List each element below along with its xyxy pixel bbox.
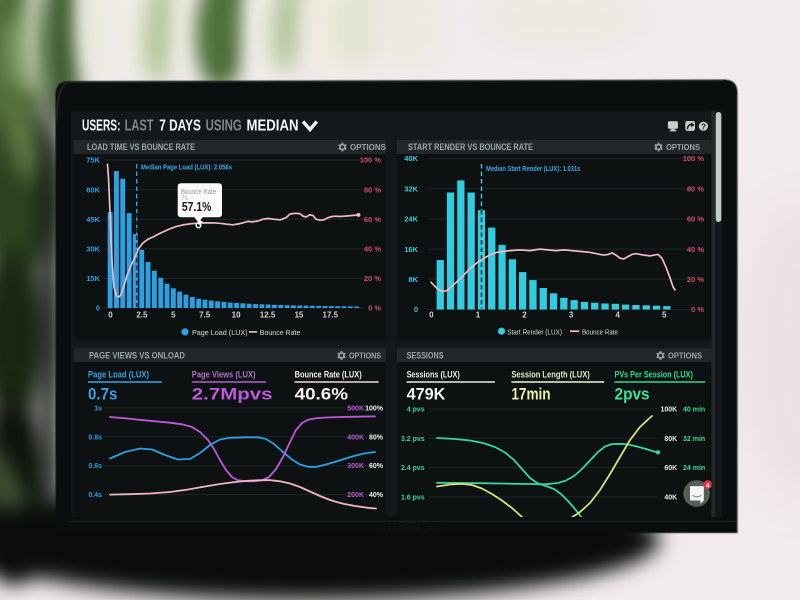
svg-text:Bounce Rate: Bounce Rate <box>260 328 301 337</box>
svg-text:57.1%: 57.1% <box>182 200 212 214</box>
svg-text:Page Load (LUX): Page Load (LUX) <box>192 328 248 337</box>
svg-text:100 %: 100 % <box>360 156 382 165</box>
svg-text:Bounce Rate: Bounce Rate <box>181 189 216 196</box>
svg-text:300K: 300K <box>347 463 364 470</box>
svg-text:Sessions (LUX): Sessions (LUX) <box>407 369 460 379</box>
svg-text:PVs Per Session (LUX): PVs Per Session (LUX) <box>615 369 693 379</box>
svg-text:100 %: 100 % <box>683 154 705 163</box>
svg-text:20 %: 20 % <box>687 275 704 284</box>
svg-text:7s: 7s <box>181 195 189 202</box>
svg-text:MEDIAN: MEDIAN <box>247 117 299 134</box>
svg-text:1: 1 <box>476 311 481 320</box>
svg-text:40 min: 40 min <box>683 407 705 414</box>
svg-text:500K: 500K <box>347 405 364 412</box>
svg-text:45K: 45K <box>86 215 100 224</box>
svg-text:4: 4 <box>615 311 620 320</box>
svg-text:2pvs: 2pvs <box>615 384 650 403</box>
svg-text:60K: 60K <box>86 185 100 194</box>
svg-text:4 pvs: 4 pvs <box>407 407 425 414</box>
svg-text:40K: 40K <box>404 154 418 163</box>
svg-text:3: 3 <box>569 311 574 320</box>
svg-text:5: 5 <box>171 311 176 320</box>
svg-text:20 %: 20 % <box>364 274 381 283</box>
svg-text:OPTIONS: OPTIONS <box>668 352 703 361</box>
svg-text:0: 0 <box>414 305 418 314</box>
svg-text:32 min: 32 min <box>683 436 705 443</box>
svg-text:60 %: 60 % <box>364 215 381 224</box>
svg-text:12.5: 12.5 <box>260 311 276 320</box>
svg-text:MacBook Air: MacBook Air <box>379 524 442 534</box>
svg-text:0: 0 <box>108 311 113 320</box>
svg-text:2.5: 2.5 <box>136 311 148 320</box>
svg-text:0.4s: 0.4s <box>88 492 102 499</box>
svg-text:Median Start Render (LUX): 1.0: Median Start Render (LUX): 1.031s <box>486 166 580 173</box>
svg-text:0.8s: 0.8s <box>88 434 102 441</box>
svg-text:USERS:: USERS: <box>82 117 121 134</box>
svg-text:Median Page Load (LUX): 2.056s: Median Page Load (LUX): 2.056s <box>141 165 232 172</box>
svg-text:2.4 pvs: 2.4 pvs <box>401 465 425 472</box>
svg-text:17min: 17min <box>511 384 550 403</box>
svg-text:80 %: 80 % <box>687 184 704 193</box>
svg-text:LOAD TIME VS BOUNCE RATE: LOAD TIME VS BOUNCE RATE <box>87 142 195 152</box>
svg-text:80 %: 80 % <box>364 185 381 194</box>
svg-text:LAST: LAST <box>125 117 154 134</box>
svg-text:40.6%: 40.6% <box>295 384 348 403</box>
svg-text:2.7Mpvs: 2.7Mpvs <box>192 384 273 403</box>
svg-text:7.5: 7.5 <box>199 311 211 320</box>
svg-text:400K: 400K <box>347 434 364 441</box>
svg-text:OPTIONS: OPTIONS <box>349 352 382 361</box>
svg-text:75K: 75K <box>86 156 100 165</box>
svg-text:0: 0 <box>96 304 100 313</box>
svg-text:START RENDER VS BOUNCE RATE: START RENDER VS BOUNCE RATE <box>408 142 533 152</box>
svg-text:15K: 15K <box>86 274 100 283</box>
svg-text:?: ? <box>701 123 706 132</box>
svg-text:OPTIONS: OPTIONS <box>666 143 701 152</box>
svg-text:7 DAYS: 7 DAYS <box>159 117 201 134</box>
svg-text:2: 2 <box>522 311 527 320</box>
svg-text:0 %: 0 % <box>368 304 381 313</box>
svg-text:0: 0 <box>429 311 434 320</box>
svg-text:40K: 40K <box>664 494 677 501</box>
svg-text:1.6 pvs: 1.6 pvs <box>401 494 425 501</box>
svg-text:30K: 30K <box>86 245 100 254</box>
svg-text:OPTIONS: OPTIONS <box>350 143 387 152</box>
svg-text:Session Length (LUX): Session Length (LUX) <box>511 369 589 379</box>
svg-text:60%: 60% <box>369 463 384 470</box>
svg-text:1s: 1s <box>94 405 102 412</box>
svg-text:80K: 80K <box>664 436 677 443</box>
svg-text:200K: 200K <box>347 492 364 499</box>
svg-text:0 %: 0 % <box>691 305 704 314</box>
svg-text:40%: 40% <box>369 492 384 499</box>
svg-text:8K: 8K <box>408 275 418 284</box>
svg-text:60 %: 60 % <box>687 215 704 224</box>
svg-text:Start Render (LUX): Start Render (LUX) <box>507 327 562 336</box>
svg-text:24 min: 24 min <box>683 465 705 472</box>
svg-text:40 %: 40 % <box>687 245 704 254</box>
svg-text:Bounce Rate (LUX): Bounce Rate (LUX) <box>295 369 362 379</box>
svg-text:100K: 100K <box>660 407 677 414</box>
svg-text:40 %: 40 % <box>364 245 381 254</box>
svg-text:Page Load (LUX): Page Load (LUX) <box>88 369 149 379</box>
svg-text:PAGE VIEWS VS ONLOAD: PAGE VIEWS VS ONLOAD <box>89 351 185 361</box>
svg-text:24K: 24K <box>404 215 418 224</box>
svg-text:Bounce Rate: Bounce Rate <box>582 327 618 336</box>
svg-text:0.7s: 0.7s <box>88 384 117 403</box>
svg-text:3.2 pvs: 3.2 pvs <box>401 436 425 443</box>
svg-text:Page Views (LUX): Page Views (LUX) <box>192 369 256 379</box>
svg-text:32K: 32K <box>404 184 418 193</box>
svg-text:USING: USING <box>206 117 242 134</box>
svg-text:16K: 16K <box>404 245 418 254</box>
svg-text:4: 4 <box>706 482 710 489</box>
svg-text:0.6s: 0.6s <box>88 463 102 470</box>
svg-text:80%: 80% <box>369 434 384 441</box>
svg-text:60K: 60K <box>664 465 677 472</box>
svg-text:10: 10 <box>232 311 241 320</box>
svg-text:15: 15 <box>294 311 303 320</box>
svg-text:SESSIONS: SESSIONS <box>407 351 444 361</box>
svg-text:17.5: 17.5 <box>323 311 339 320</box>
svg-text:100%: 100% <box>365 405 384 412</box>
svg-text:5: 5 <box>662 311 667 320</box>
svg-text:479K: 479K <box>407 384 446 403</box>
